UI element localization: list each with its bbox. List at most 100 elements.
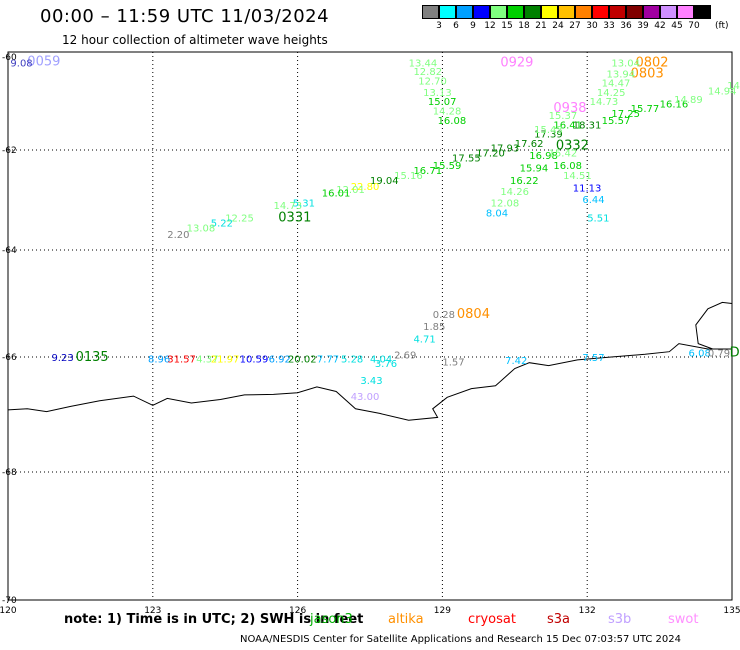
wave-height-label: 0059 [27, 55, 60, 70]
wave-height-label: 1.57 [442, 358, 464, 369]
wave-height-label: 14.26 [500, 187, 529, 198]
wave-height-label: 15.07 [428, 97, 457, 108]
satellite-name: cryosat [468, 612, 516, 627]
wave-height-label: 9.23 [51, 353, 73, 364]
legend-swatch [575, 5, 592, 19]
wave-height-label: 1.85 [423, 322, 445, 333]
wave-height-label: 4.37 [196, 355, 218, 366]
legend-swatch [609, 5, 626, 19]
wave-height-label: 12.82 [413, 67, 442, 78]
wave-height-label: 14.94 [708, 86, 737, 97]
y-tick-label: -60 [2, 53, 17, 63]
y-tick-label: -62 [2, 146, 17, 156]
map-title: 00:00 – 11:59 UTC 11/03/2024 [40, 6, 330, 27]
legend-label: 42 [654, 21, 666, 31]
coastline [7, 301, 733, 421]
wave-height-label: 13.08 [187, 224, 216, 235]
wave-height-label: 13.13 [423, 88, 452, 99]
wave-height-label: 43.00 [351, 392, 380, 403]
wave-height-label: 14.73 [590, 97, 619, 108]
legend-swatch [439, 5, 456, 19]
legend-unit: (ft) [715, 21, 729, 31]
wave-height-label: 0.28 [433, 310, 455, 321]
wave-height-label: 5.51 [587, 214, 609, 225]
wave-height-label: 6.92 [269, 355, 291, 366]
wave-height-label: D [730, 346, 740, 361]
wave-height-label: 0804 [457, 307, 490, 322]
legend-swatch [541, 5, 558, 19]
wave-height-label: 9.08 [10, 59, 32, 70]
legend-swatch [694, 5, 711, 19]
wave-height-label: 0331 [278, 211, 311, 226]
wave-height-label: 4.04 [370, 355, 392, 366]
wave-height-label: 15.57 [602, 116, 631, 127]
footer-note: note: 1) Time is in UTC; 2) SWH is in fe… [64, 612, 364, 627]
satellite-name: altika [388, 612, 424, 627]
wave-height-label: 4.71 [413, 334, 435, 345]
wave-height-label: 8.96 [148, 355, 170, 366]
y-tick-label: -68 [2, 468, 17, 478]
legend-swatch [592, 5, 609, 19]
wave-height-label: 12.70 [418, 76, 447, 87]
wave-height-label: 18.31 [573, 120, 602, 131]
wave-height-label: 6.44 [582, 195, 604, 206]
wave-height-label: 16.08 [553, 161, 582, 172]
wave-height-label: 5.28 [341, 355, 363, 366]
wave-height-label: 2.69 [394, 350, 416, 361]
wave-height-label: 15.16 [394, 171, 423, 182]
legend-swatch [558, 5, 575, 19]
wave-height-label: 20.02 [288, 355, 317, 366]
map-subtitle: 12 hour collection of altimeter wave hei… [62, 33, 328, 47]
wave-height-label: 17.20 [476, 149, 505, 160]
legend-label: 70 [688, 21, 700, 31]
wave-height-label: 13.94 [607, 69, 636, 80]
wave-height-label: 22.80 [351, 182, 380, 193]
wave-height-label: 17.62 [515, 139, 544, 150]
legend-label: 21 [535, 21, 547, 31]
x-tick-label: 126 [289, 606, 306, 616]
wave-height-label: 3.76 [375, 359, 397, 370]
legend-swatch [473, 5, 490, 19]
wave-height-label: 12.25 [225, 214, 254, 225]
wave-height-label: 15.43 [534, 125, 563, 136]
legend-swatch [456, 5, 473, 19]
legend-label: 18 [518, 21, 530, 31]
wave-height-label: 16.71 [413, 166, 442, 177]
wave-height-label: 16.01 [322, 189, 351, 200]
legend-swatch [626, 5, 643, 19]
wave-height-label: 14.28 [433, 106, 462, 117]
wave-height-label: 0938 [553, 101, 586, 116]
wave-height-label: 31.57 [167, 355, 196, 366]
satellite-name: jason3 [310, 612, 353, 627]
wave-height-label: 16.08 [438, 116, 467, 127]
y-tick-label: -66 [2, 353, 17, 363]
wave-height-label: 12.01 [336, 185, 365, 196]
x-tick-label: 123 [144, 606, 161, 616]
wave-height-label: 14 [727, 81, 740, 92]
wave-height-label: 5.22 [211, 219, 233, 230]
wave-height-label: 13.44 [409, 59, 438, 70]
satellite-name: swot [668, 612, 699, 627]
wave-height-label: 14.47 [602, 79, 631, 90]
legend-label: 27 [569, 21, 581, 31]
wave-height-label: 3.43 [360, 376, 382, 387]
wave-height-label: 6.08 [689, 349, 711, 360]
legend-swatch [490, 5, 507, 19]
x-tick-label: 135 [723, 606, 740, 616]
legend-label: 6 [453, 21, 459, 31]
wave-height-label: 10.59 [240, 355, 269, 366]
plot-frame [7, 51, 733, 601]
legend-label: 9 [470, 21, 476, 31]
wave-height-label: 15.94 [520, 164, 549, 175]
wave-height-label: 0.79 [708, 349, 730, 360]
y-tick-label: -64 [2, 246, 17, 256]
legend-label: 15 [501, 21, 513, 31]
x-tick-label: 129 [434, 606, 451, 616]
wave-height-label: 12.08 [491, 199, 520, 210]
wave-height-label: 17.39 [534, 130, 563, 141]
x-tick-label: 120 [0, 606, 17, 616]
wave-height-label: 0803 [631, 66, 664, 81]
